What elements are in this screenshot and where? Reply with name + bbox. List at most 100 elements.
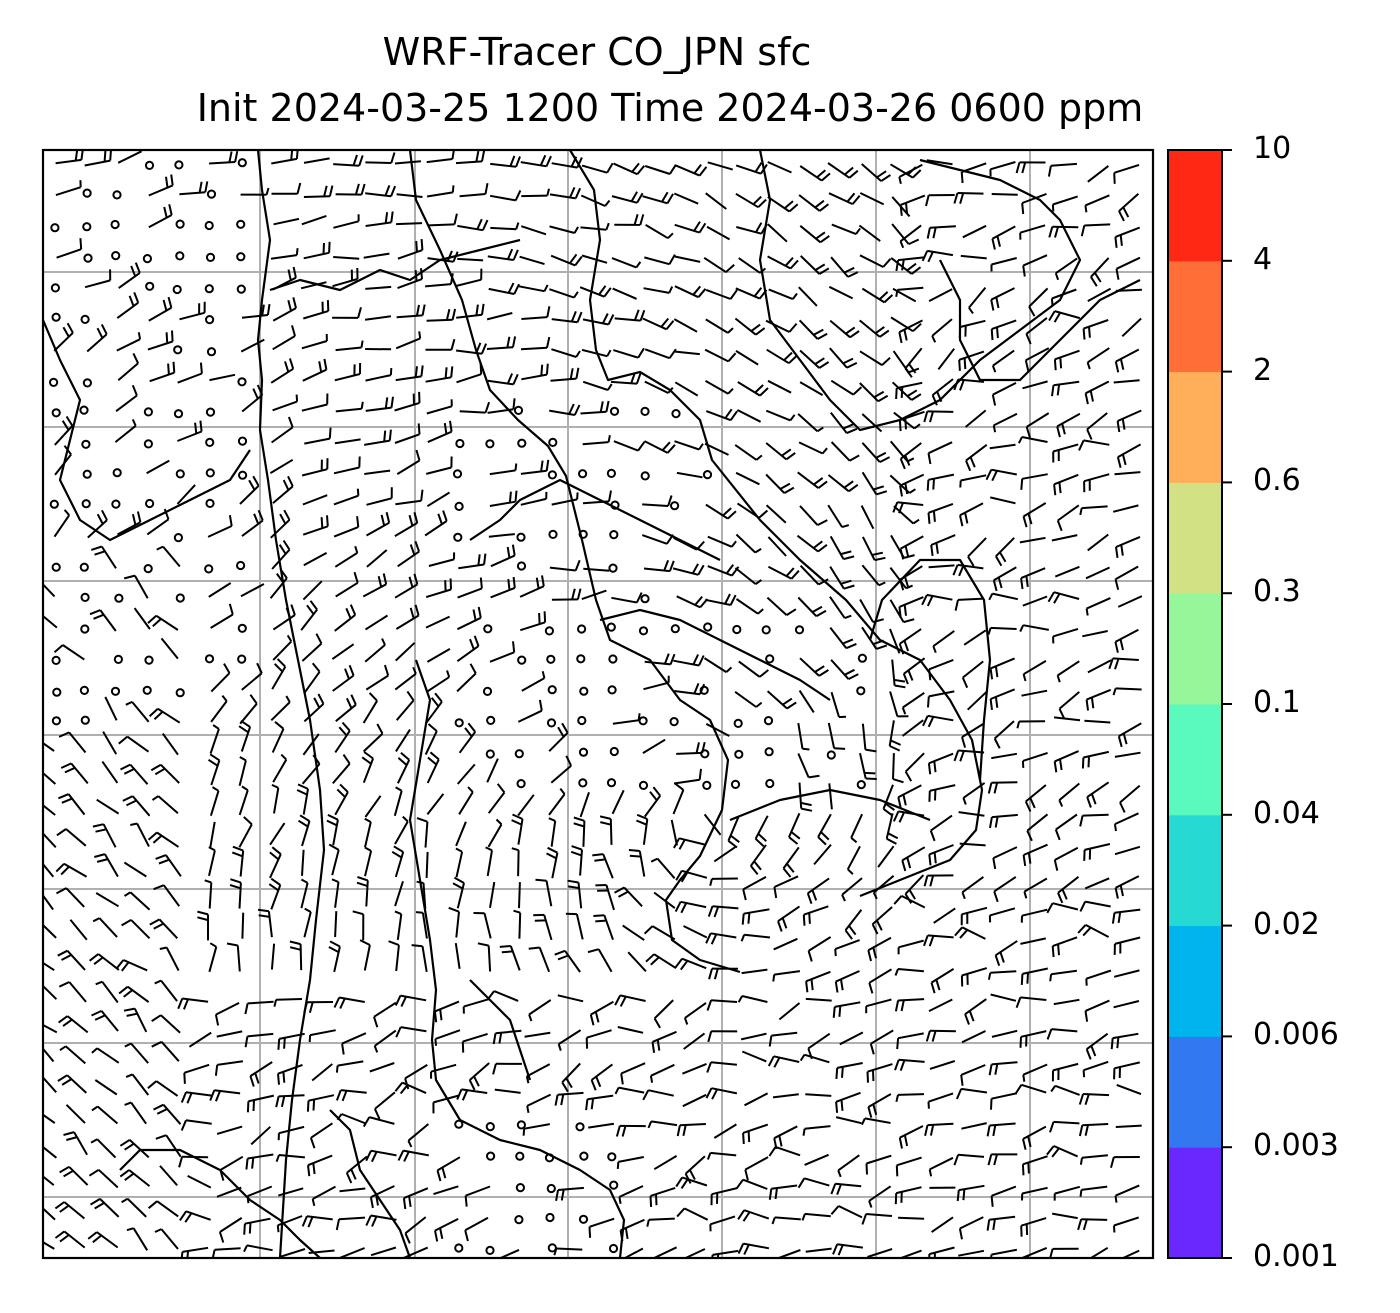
wind-barb xyxy=(992,846,1018,870)
wind-barb xyxy=(573,816,586,847)
calm-wind-marker xyxy=(485,439,495,449)
calm-wind-marker xyxy=(110,686,121,696)
wind-barb xyxy=(397,1149,429,1162)
wind-barb xyxy=(456,303,485,319)
wind-barb xyxy=(426,150,455,164)
wind-barb xyxy=(953,378,985,391)
wind-barb xyxy=(645,224,674,240)
wind-barb xyxy=(364,429,392,446)
wind-barb xyxy=(477,942,492,972)
wind-barb xyxy=(1046,902,1079,914)
wind-barb xyxy=(1079,1185,1108,1197)
calm-wind-marker xyxy=(204,564,214,574)
wind-barb xyxy=(895,1093,925,1103)
wind-barb xyxy=(705,380,734,395)
calm-wind-marker xyxy=(237,654,247,664)
wind-barb xyxy=(588,1217,615,1238)
wind-barb xyxy=(425,692,443,724)
calm-wind-marker xyxy=(143,407,153,417)
wind-barb xyxy=(334,721,351,753)
wind-barb xyxy=(1022,380,1048,390)
wind-barb xyxy=(115,959,148,972)
wind-barb xyxy=(458,786,474,815)
wind-barb xyxy=(407,1123,430,1148)
wind-barb xyxy=(456,663,477,693)
wind-barb xyxy=(846,845,861,875)
wind-barb xyxy=(245,1153,274,1170)
wind-barb xyxy=(805,1093,832,1097)
wind-barb xyxy=(713,845,737,863)
wind-barb xyxy=(43,832,57,848)
calm-wind-marker xyxy=(734,749,744,759)
wind-barb xyxy=(352,910,365,941)
wind-barb xyxy=(1019,536,1046,544)
wind-barb xyxy=(1114,565,1139,591)
wind-barb xyxy=(937,348,955,371)
calm-wind-marker xyxy=(80,314,90,324)
chart-title: WRF-Tracer CO_JPN sfc xyxy=(382,30,812,74)
calm-wind-marker xyxy=(483,624,493,634)
wind-barb xyxy=(243,1217,271,1235)
calm-wind-marker xyxy=(546,1183,556,1194)
wind-barb xyxy=(829,535,855,561)
wind-barb xyxy=(1114,628,1139,653)
wind-barb xyxy=(649,1063,675,1083)
wind-barb xyxy=(58,731,87,754)
wind-barb xyxy=(868,968,893,994)
wind-barb xyxy=(403,1246,429,1258)
wind-barb xyxy=(456,363,483,384)
wind-barb xyxy=(990,1185,1017,1207)
wind-barb xyxy=(365,664,390,691)
wind-barb xyxy=(561,1062,581,1093)
wind-barb xyxy=(528,946,551,973)
wind-barb xyxy=(366,487,393,506)
wind-barb xyxy=(926,159,953,166)
wind-barb xyxy=(673,350,700,356)
wind-barb xyxy=(120,763,149,785)
wind-barb xyxy=(988,1061,1018,1076)
wind-barb xyxy=(301,214,327,226)
wind-barb xyxy=(765,409,796,422)
wind-barb xyxy=(1053,998,1080,1006)
wind-barb xyxy=(89,1198,120,1218)
wind-barb xyxy=(959,842,986,847)
calm-wind-marker xyxy=(82,188,92,198)
wind-barb xyxy=(272,634,293,661)
wind-barb xyxy=(928,1246,955,1258)
wind-barb xyxy=(89,609,117,632)
wind-barb xyxy=(309,1122,333,1149)
wind-barb xyxy=(56,828,87,847)
wind-barb xyxy=(829,626,857,650)
wind-barb xyxy=(1087,165,1110,183)
wind-barb xyxy=(365,368,393,382)
colorbar-tick-label: 0.3 xyxy=(1253,574,1301,610)
wind-barb xyxy=(117,511,142,536)
wind-barb xyxy=(581,589,607,601)
calm-wind-marker xyxy=(640,406,650,416)
wind-barb xyxy=(332,664,355,692)
calm-wind-marker xyxy=(113,654,124,665)
wind-barb xyxy=(456,635,480,663)
wind-barb xyxy=(489,463,518,476)
wind-barb xyxy=(395,729,411,752)
wind-barb xyxy=(486,312,513,321)
wind-barb xyxy=(1115,535,1141,559)
colorbar-segment xyxy=(1168,1036,1222,1148)
wind-barb xyxy=(902,657,926,685)
wind-barb xyxy=(807,936,832,962)
wind-barb xyxy=(90,1138,117,1159)
wind-barb xyxy=(302,358,328,382)
calm-wind-marker xyxy=(702,780,712,791)
wind-barb xyxy=(985,468,1017,482)
wind-barb xyxy=(897,939,924,955)
wind-barb xyxy=(673,192,699,205)
wind-barb xyxy=(768,288,798,301)
wind-barb xyxy=(489,641,516,663)
wind-barb xyxy=(894,1186,922,1205)
wind-barb xyxy=(238,719,252,752)
wind-barb xyxy=(599,815,613,845)
wind-barb xyxy=(1116,409,1142,433)
wind-barb xyxy=(229,878,242,909)
wind-barb xyxy=(147,330,174,351)
calm-wind-marker xyxy=(237,436,248,446)
